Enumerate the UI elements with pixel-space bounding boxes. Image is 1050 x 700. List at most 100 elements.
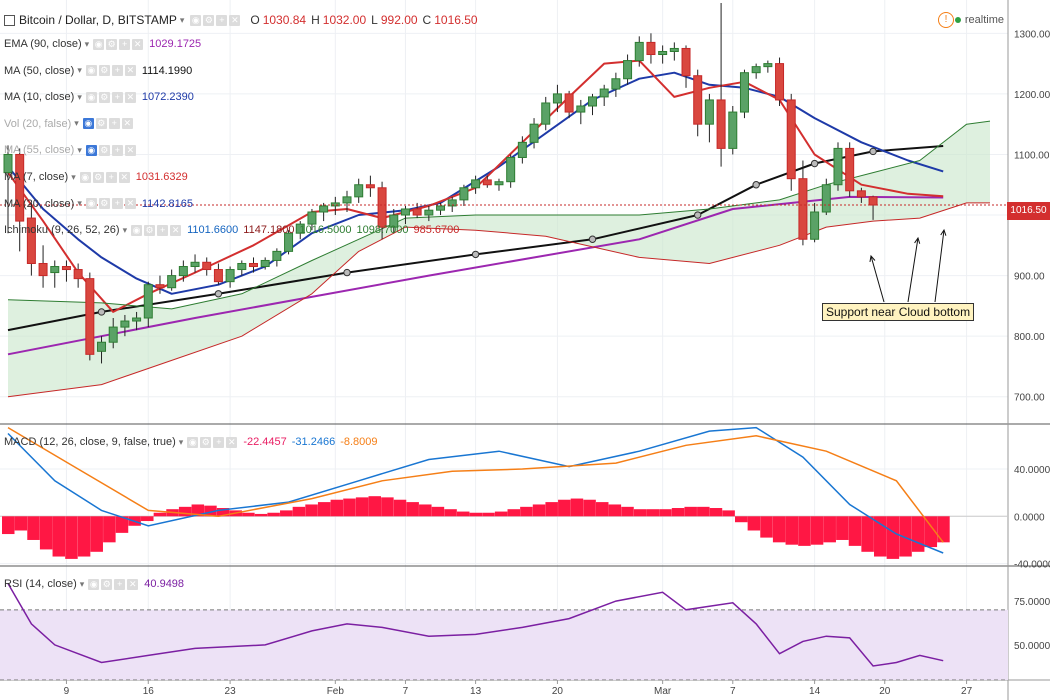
candle-body-23 bbox=[272, 250, 282, 261]
candle-body-57 bbox=[669, 47, 679, 52]
macd-hist-bar-22 bbox=[280, 510, 293, 517]
arrow-shaft-1 bbox=[907, 237, 919, 303]
macd-hist-bar-47 bbox=[595, 502, 609, 517]
candle-body-40 bbox=[471, 179, 481, 189]
macd-hist-bar-6 bbox=[77, 516, 91, 557]
macd-hist-bar-74 bbox=[937, 516, 950, 543]
macd-hist-bar-36 bbox=[456, 511, 470, 517]
rsi-tick-label-0: 75.0000 bbox=[1014, 597, 1050, 608]
ma50-marker-6 bbox=[752, 181, 760, 189]
candle-body-35 bbox=[412, 208, 422, 216]
macd-hist-bar-16 bbox=[204, 505, 217, 517]
macd-hist-bar-46 bbox=[583, 499, 596, 517]
macd-hist-bar-72 bbox=[911, 516, 925, 552]
time-tick-label-10: 20 bbox=[879, 686, 891, 697]
macd-hist-bar-62 bbox=[785, 516, 799, 545]
series-line-2 bbox=[7, 71, 944, 295]
price-tick-label-0: 700.00 bbox=[1014, 393, 1045, 404]
macd-hist-bar-43 bbox=[545, 502, 558, 517]
macd-hist-bar-60 bbox=[760, 516, 773, 538]
macd-hist-bar-61 bbox=[772, 516, 786, 543]
time-tick-label-8: 7 bbox=[730, 686, 736, 697]
candle-body-69 bbox=[810, 211, 820, 240]
macd-hist-bar-48 bbox=[608, 504, 622, 517]
macd-hist-bar-12 bbox=[153, 512, 167, 517]
series-line-0 bbox=[7, 195, 944, 356]
candle-body-46 bbox=[541, 102, 551, 125]
price-tick-label-5: 1200.00 bbox=[1014, 90, 1050, 101]
macd-hist-bar-52 bbox=[659, 509, 672, 517]
candles bbox=[0, 3, 1008, 364]
macd-hist-bar-1 bbox=[14, 516, 28, 531]
ma50-marker-7 bbox=[810, 159, 819, 168]
time-tick-label-0: 9 bbox=[64, 686, 70, 697]
macd-hist-bar-14 bbox=[178, 506, 192, 517]
ma50-marker-3 bbox=[471, 250, 480, 259]
macd-signal-line bbox=[7, 426, 944, 543]
macd-hist-bar-69 bbox=[874, 516, 887, 557]
macd-hist-bar-37 bbox=[469, 512, 483, 517]
candle-body-11 bbox=[132, 317, 142, 322]
candle-body-14 bbox=[167, 275, 177, 289]
candle-body-60 bbox=[704, 99, 714, 125]
macd-hist-bar-33 bbox=[419, 504, 432, 517]
macd-hist-bar-28 bbox=[355, 497, 369, 517]
candle-body-73 bbox=[856, 190, 866, 198]
candle-body-74 bbox=[868, 196, 878, 206]
candle-body-10 bbox=[120, 320, 130, 328]
macd-hist-bar-67 bbox=[848, 516, 862, 546]
macd-hist-bar-51 bbox=[646, 509, 660, 517]
macd-hist-bar-25 bbox=[317, 502, 331, 517]
candle-body-28 bbox=[330, 202, 340, 207]
macd-hist-bar-3 bbox=[39, 516, 53, 550]
macd-hist-bar-31 bbox=[393, 499, 407, 517]
candle-body-44 bbox=[517, 141, 527, 158]
macd-hist-bar-56 bbox=[709, 508, 723, 517]
candle-body-38 bbox=[447, 199, 457, 207]
time-tick-label-7: Mar bbox=[654, 686, 672, 697]
time-tick-label-1: 16 bbox=[143, 686, 155, 697]
candle-body-19 bbox=[225, 269, 235, 283]
macd-hist-bar-15 bbox=[191, 504, 205, 517]
candle-body-59 bbox=[693, 75, 703, 125]
rsi-line bbox=[7, 583, 944, 667]
macd-hist-bar-44 bbox=[558, 499, 571, 517]
candle-body-20 bbox=[237, 262, 247, 271]
time-tick-label-6: 20 bbox=[552, 686, 564, 697]
candle-body-13 bbox=[155, 284, 165, 289]
candle-body-22 bbox=[260, 259, 270, 268]
candle-body-62 bbox=[728, 111, 738, 149]
arrow-shaft-0 bbox=[870, 255, 885, 303]
candle-body-63 bbox=[739, 72, 749, 113]
macd-hist-bar-17 bbox=[216, 508, 230, 517]
arrow-head-1 bbox=[914, 236, 921, 244]
time-tick-label-5: 13 bbox=[470, 686, 482, 697]
candle-body-7 bbox=[85, 278, 95, 355]
macd-hist-bar-32 bbox=[406, 502, 419, 517]
macd-hist-bar-30 bbox=[381, 497, 394, 517]
macd-hist-bar-27 bbox=[343, 498, 356, 517]
candle-body-52 bbox=[611, 78, 621, 90]
candle-body-3 bbox=[38, 262, 48, 277]
macd-hist-bar-23 bbox=[292, 506, 306, 517]
candle-body-45 bbox=[529, 123, 539, 143]
candle-body-4 bbox=[50, 266, 60, 274]
candle-body-0 bbox=[3, 153, 13, 174]
cloud-fill bbox=[8, 121, 990, 397]
series-line-3 bbox=[7, 59, 944, 313]
macd-hist-bar-2 bbox=[27, 516, 40, 540]
macd-hist-bar-70 bbox=[886, 516, 900, 559]
arrow-shaft-2 bbox=[934, 229, 945, 303]
candle-body-2 bbox=[26, 217, 36, 264]
candle-body-70 bbox=[821, 184, 831, 213]
candle-body-29 bbox=[342, 196, 352, 204]
ma50-marker-8 bbox=[869, 147, 877, 156]
candle-body-67 bbox=[786, 99, 796, 180]
macd-hist-bar-24 bbox=[305, 504, 318, 517]
candle-body-58 bbox=[681, 47, 691, 77]
ma50-marker-5 bbox=[694, 211, 702, 219]
macd-hist-bar-49 bbox=[621, 506, 634, 517]
price-tick-label-2: 900.00 bbox=[1014, 272, 1045, 283]
time-tick-label-3: Feb bbox=[327, 686, 345, 697]
